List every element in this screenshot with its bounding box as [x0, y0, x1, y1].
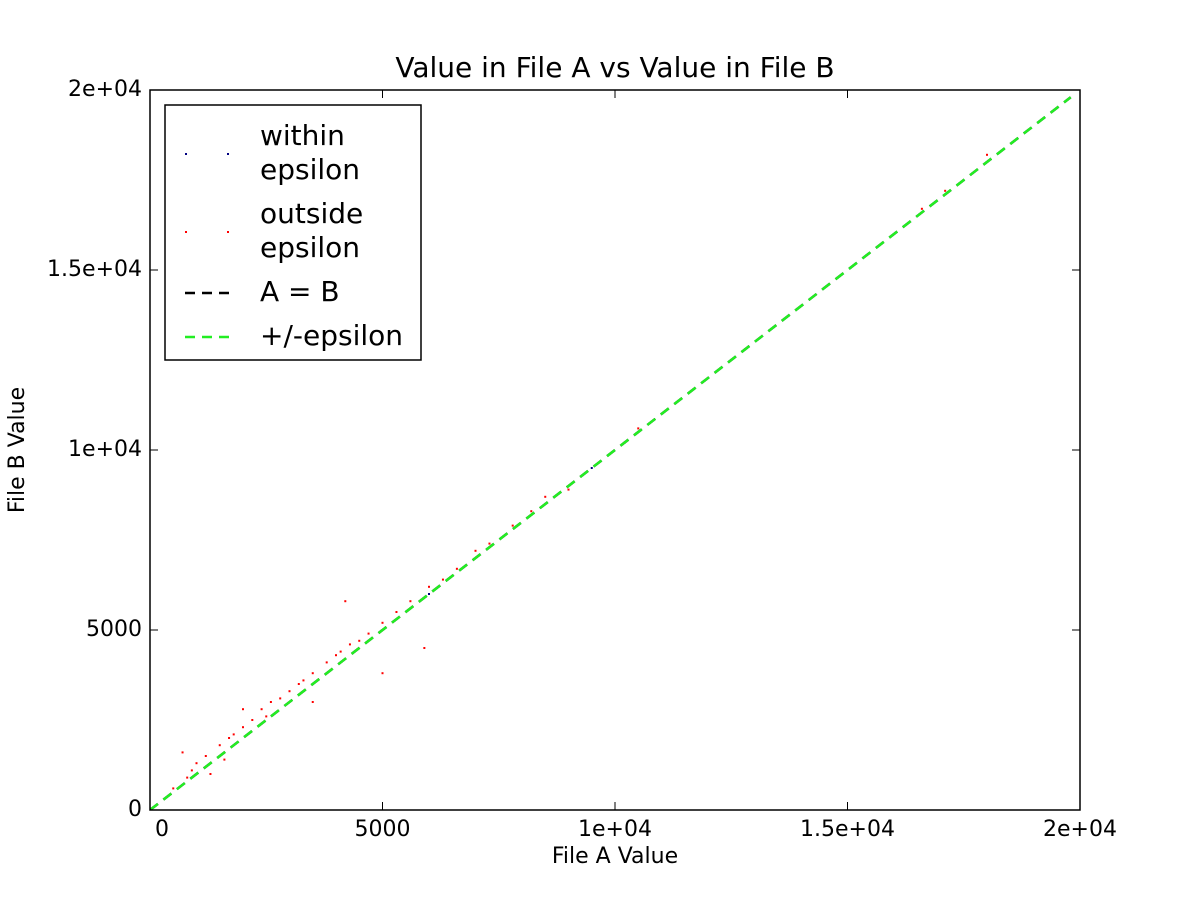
data-point: [544, 495, 547, 498]
data-point: [474, 549, 477, 552]
data-point: [944, 189, 947, 192]
data-point: [530, 510, 533, 513]
data-point: [381, 672, 384, 675]
legend-label: +/-epsilon: [260, 319, 403, 352]
data-point: [395, 611, 398, 613]
data-point: [511, 524, 514, 527]
data-point: [311, 672, 314, 675]
data-point: [269, 701, 272, 703]
data-point: [381, 621, 384, 624]
data-point: [260, 708, 263, 711]
data-point: [242, 726, 244, 729]
legend-box: [164, 104, 422, 361]
x-axis-label: File A Value: [552, 844, 678, 869]
data-point: [920, 207, 923, 210]
data-point: [325, 661, 328, 664]
data-point: [242, 708, 244, 711]
x-tick-label: 2e+04: [1043, 817, 1117, 842]
data-point: [311, 701, 314, 703]
y-tick-label: 1e+04: [68, 437, 142, 462]
y-tick-label: 0: [128, 797, 142, 822]
data-point: [428, 593, 430, 595]
data-point: [423, 647, 426, 649]
legend-label: within epsilon: [260, 119, 360, 186]
data-point: [358, 639, 361, 642]
data-point: [172, 787, 175, 790]
data-point: [986, 153, 988, 156]
data-point: [344, 600, 347, 603]
data-point: [251, 719, 254, 721]
data-point: [428, 585, 430, 588]
x-tick-label: 1e+04: [578, 817, 652, 842]
data-point: [209, 773, 212, 775]
data-point: [302, 679, 305, 682]
y-tick-label: 5000: [86, 617, 142, 642]
data-point: [186, 776, 189, 779]
data-point: [232, 733, 235, 736]
data-point: [181, 751, 184, 754]
x-tick-label: 1.5e+04: [800, 817, 895, 842]
data-point: [195, 762, 198, 765]
data-point: [567, 488, 570, 491]
chart-title: Value in File A vs Value in File B: [395, 51, 834, 84]
data-point: [335, 654, 337, 657]
line-series: [150, 96, 1072, 810]
legend-label: outside epsilon: [260, 197, 372, 264]
data-point: [288, 690, 291, 693]
data-point: [367, 632, 370, 635]
data-point: [488, 542, 491, 545]
data-point: [455, 567, 458, 570]
legend-marker: [227, 153, 229, 155]
data-point: [348, 643, 351, 646]
legend-marker: [185, 153, 187, 155]
data-point: [190, 769, 193, 772]
x-tick-label: 0: [155, 817, 169, 842]
data-point: [218, 744, 221, 747]
data-point: [223, 758, 226, 761]
data-point: [339, 650, 342, 653]
legend-label: A = B: [260, 275, 340, 308]
data-point: [204, 755, 207, 757]
y-axis-label: File B Value: [5, 387, 30, 513]
data-point: [228, 737, 231, 739]
data-point: [297, 683, 300, 685]
y-tick-label: 1.5e+04: [47, 257, 142, 282]
data-point: [265, 715, 268, 718]
plot-area: [150, 96, 1072, 810]
data-point: [279, 697, 282, 700]
legend-marker: [227, 231, 229, 233]
data-point: [409, 600, 412, 603]
data-point: [590, 467, 593, 469]
legend-marker: [185, 231, 187, 233]
data-point: [637, 427, 640, 430]
y-tick-label: 2e+04: [68, 77, 142, 102]
data-point: [441, 578, 444, 581]
x-tick-label: 5000: [355, 817, 411, 842]
